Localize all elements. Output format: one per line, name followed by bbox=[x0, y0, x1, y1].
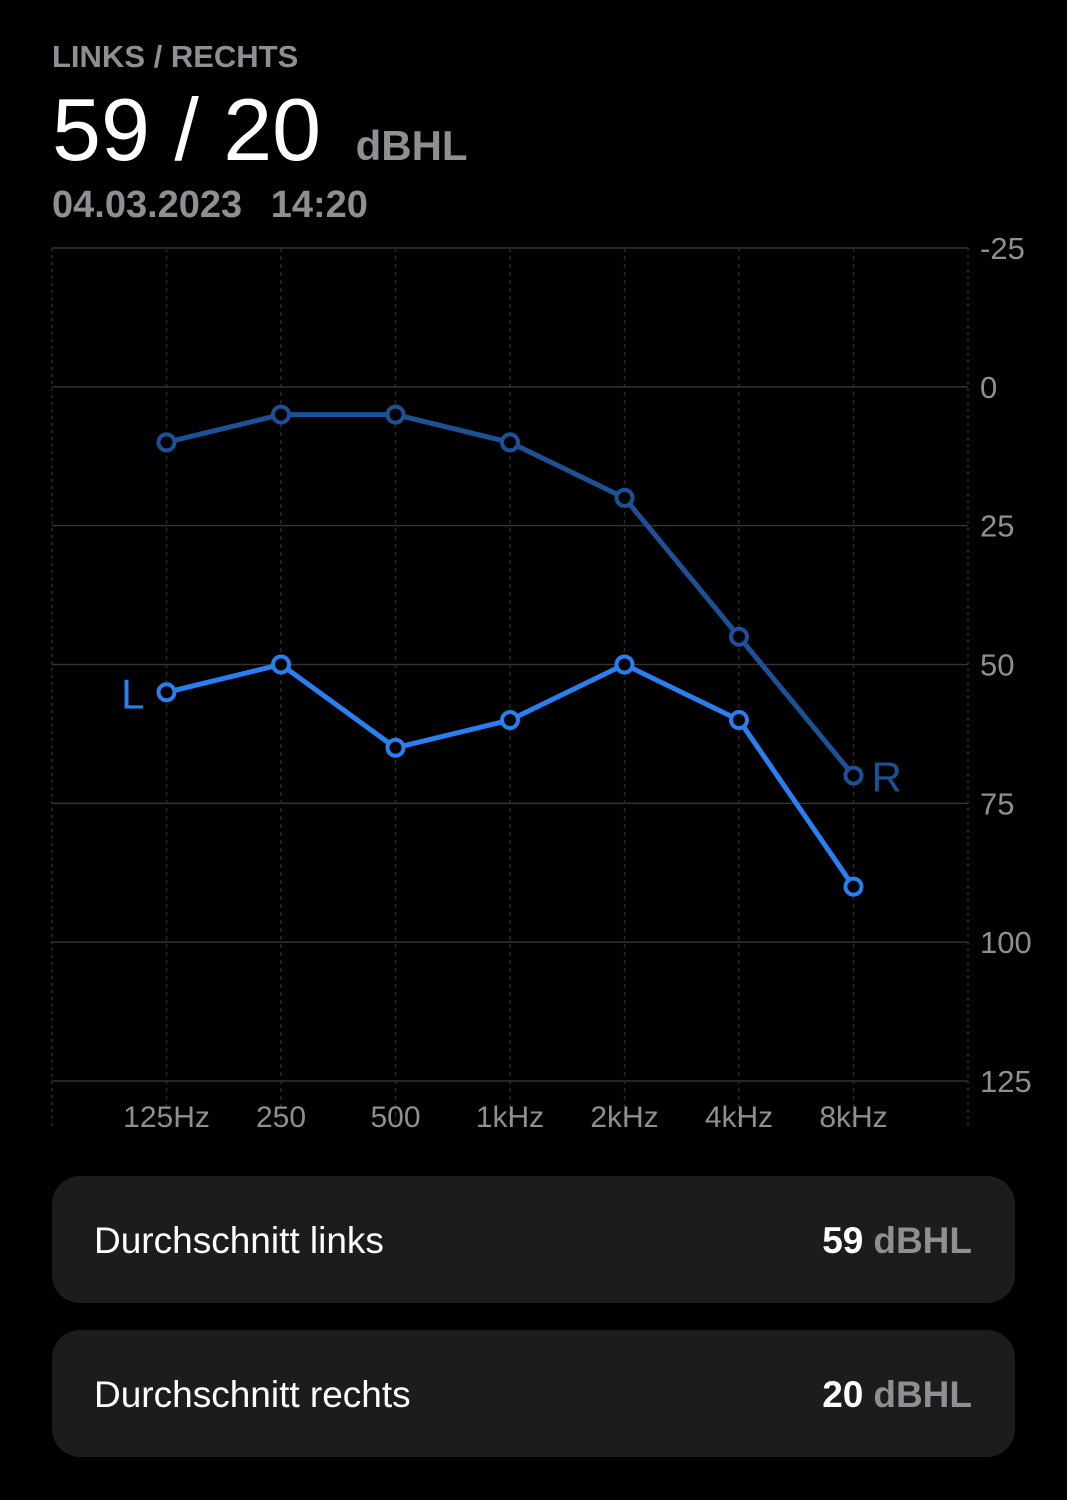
card-unit: dBHL bbox=[873, 1374, 972, 1415]
data-point bbox=[614, 487, 635, 508]
audiogram: -25 0 25 50 75 100 125 125Hz 250 500 1kHz 2kHz 4kHz 8… bbox=[51, 231, 1032, 1134]
data-point bbox=[385, 404, 406, 425]
card-background bbox=[52, 1176, 1015, 1303]
y-tick-label: 100 bbox=[980, 925, 1032, 960]
data-point bbox=[271, 654, 291, 675]
data-point bbox=[729, 626, 749, 647]
x-tick-label: 2kHz bbox=[590, 1101, 658, 1134]
x-tick-label: 4kHz bbox=[705, 1101, 773, 1134]
card-number: 20 bbox=[822, 1374, 863, 1415]
x-tick-label: 125Hz bbox=[123, 1101, 210, 1134]
card-label: Durchschnitt links bbox=[94, 1220, 384, 1261]
y-tick-label: 0 bbox=[980, 370, 997, 405]
header-datetime: 04.03.2023 14:20 bbox=[52, 184, 368, 226]
data-point bbox=[156, 682, 177, 703]
card-value: 59 dBHL bbox=[822, 1220, 972, 1261]
y-tick-label: 50 bbox=[980, 648, 1014, 683]
x-tick-label: 1kHz bbox=[476, 1101, 544, 1134]
card-background bbox=[52, 1330, 1015, 1457]
card-number: 59 bbox=[822, 1220, 863, 1261]
x-tick-label: 500 bbox=[370, 1101, 420, 1134]
series-label: L bbox=[121, 670, 144, 717]
card-value: 20 dBHL bbox=[822, 1374, 972, 1415]
summary-card: Durchschnitt links 59 dBHL bbox=[52, 1176, 1015, 1303]
data-point bbox=[843, 765, 864, 786]
data-point bbox=[500, 432, 520, 453]
summary-card: Durchschnitt rechts 20 dBHL bbox=[52, 1330, 1015, 1457]
y-tick-label: 25 bbox=[980, 509, 1014, 544]
header-unit: dBHL bbox=[356, 122, 468, 169]
date: 04.03.2023 bbox=[52, 184, 242, 226]
y-tick-label: 125 bbox=[980, 1064, 1032, 1099]
data-point bbox=[156, 432, 177, 453]
data-point bbox=[843, 876, 864, 897]
time: 14:20 bbox=[271, 184, 368, 226]
card-unit: dBHL bbox=[873, 1220, 972, 1261]
header-number: 59 / 20 bbox=[52, 80, 321, 179]
y-tick-label: 75 bbox=[980, 786, 1014, 821]
header-value: 59 / 20 dBHL bbox=[52, 80, 468, 179]
y-tick-label: -25 bbox=[980, 231, 1025, 266]
data-point bbox=[500, 710, 520, 731]
series-label: R bbox=[872, 754, 902, 801]
data-point bbox=[614, 654, 635, 675]
card-label: Durchschnitt rechts bbox=[94, 1374, 411, 1415]
data-point bbox=[271, 404, 291, 425]
data-point bbox=[385, 737, 406, 758]
header-label: LINKS / RECHTS bbox=[52, 39, 298, 74]
x-tick-label: 8kHz bbox=[819, 1101, 887, 1134]
x-tick-label: 250 bbox=[256, 1101, 306, 1134]
data-point bbox=[729, 710, 749, 731]
